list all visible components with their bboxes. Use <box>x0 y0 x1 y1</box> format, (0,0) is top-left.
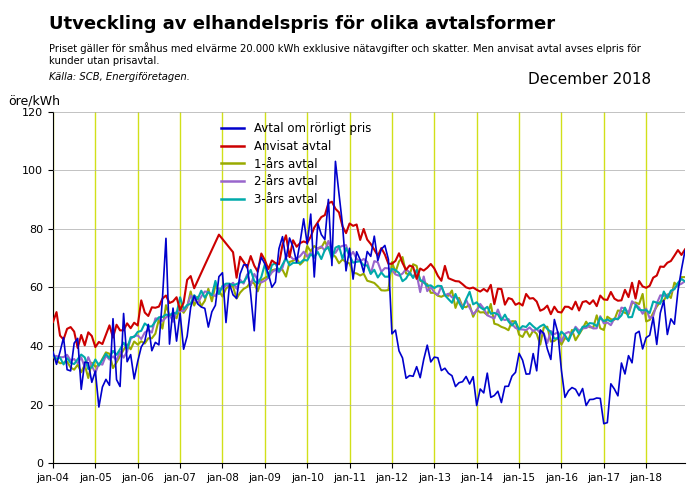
Legend: Avtal om rörligt pris, Anvisat avtal, 1-års avtal, 2-års avtal, 3-års avtal: Avtal om rörligt pris, Anvisat avtal, 1-… <box>216 118 376 211</box>
Text: Priset gäller för småhus med elvärme 20.000 kWh exklusive nätavgifter och skatte: Priset gäller för småhus med elvärme 20.… <box>49 42 641 66</box>
Text: December 2018: December 2018 <box>528 72 651 87</box>
Text: Utveckling av elhandelspris för olika avtalsformer: Utveckling av elhandelspris för olika av… <box>49 15 555 33</box>
Text: Källa: SCB, Energiföretagen.: Källa: SCB, Energiföretagen. <box>49 72 190 82</box>
Text: öre/kWh: öre/kWh <box>8 95 61 108</box>
